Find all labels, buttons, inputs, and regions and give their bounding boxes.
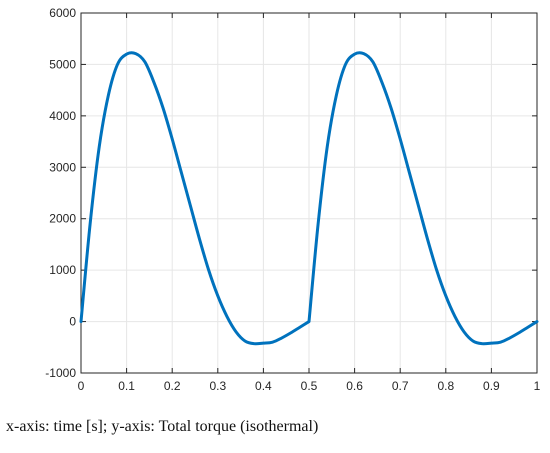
- x-tick-label: 0.5: [301, 379, 318, 393]
- x-tick-label: 0.9: [483, 379, 500, 393]
- figure-caption: x-axis: time [s]; y-axis: Total torque (…: [6, 418, 319, 435]
- x-tick-label: 0.6: [346, 379, 363, 393]
- y-tick-label: -1000: [45, 366, 76, 380]
- x-tick-label: 1: [534, 379, 541, 393]
- y-tick-label: 5000: [49, 57, 76, 71]
- y-tick-label: 1000: [49, 263, 76, 277]
- x-tick-label: 0.3: [209, 379, 226, 393]
- x-tick-label: 0.8: [437, 379, 454, 393]
- y-tick-label: 2000: [49, 212, 76, 226]
- y-tick-label: 3000: [49, 160, 76, 174]
- torque-chart: 0 0.1 0.2 0.3 0.4 0.5 0.6 0.7 0.8 0.9 1-1000010002…: [45, 6, 540, 393]
- x-tick-label: 0.7: [392, 379, 409, 393]
- x-tick-label: 0.1: [118, 379, 135, 393]
- x-tick-label: 0.2: [164, 379, 181, 393]
- tick-labels: 0 0.1 0.2 0.3 0.4 0.5 0.6 0.7 0.8 0.9 1-1000010002…: [45, 6, 540, 393]
- series-line: [79, 51, 539, 346]
- y-tick-label: 6000: [49, 6, 76, 20]
- x-tick-label: 0: [78, 379, 85, 393]
- x-tick-label: 0.4: [255, 379, 272, 393]
- ticks: [80, 12, 538, 374]
- y-tick-label: 0: [69, 315, 76, 329]
- y-tick-label: 4000: [49, 109, 76, 123]
